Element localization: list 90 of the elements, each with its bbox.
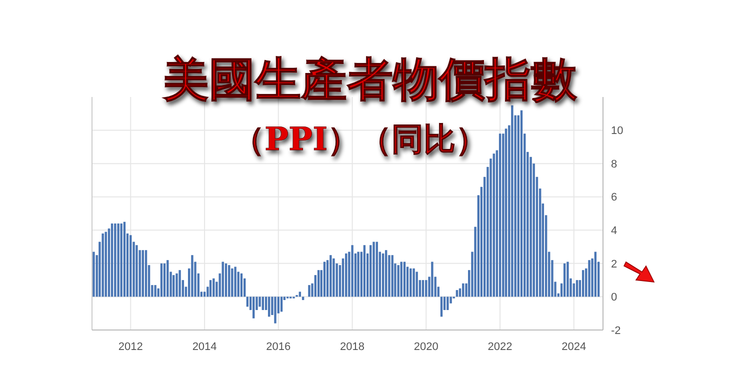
bar (520, 110, 523, 297)
bar (176, 273, 178, 297)
bar (345, 253, 348, 297)
bar (431, 262, 434, 297)
x-tick-label: 2018 (340, 341, 365, 353)
bar (209, 280, 212, 297)
x-tick-label: 2024 (562, 341, 586, 353)
bar (363, 245, 366, 297)
bar (357, 252, 360, 297)
bar (582, 270, 584, 297)
bar (566, 262, 569, 297)
bar (351, 245, 354, 297)
x-tick-label: 2014 (192, 341, 217, 353)
bar (440, 296, 443, 317)
y-tick-label: -2 (611, 324, 621, 337)
bar (372, 242, 375, 297)
bar (511, 105, 514, 297)
bar (144, 250, 148, 297)
text: （PPI）（同比） (232, 120, 488, 158)
bar (588, 260, 590, 297)
bar (231, 268, 234, 297)
x-tick-label: 2016 (266, 341, 291, 353)
bar (280, 296, 283, 312)
bar (412, 268, 415, 297)
bar (262, 296, 264, 310)
bar (252, 296, 255, 318)
bar (400, 262, 402, 297)
bar (114, 223, 116, 297)
bar (298, 292, 302, 297)
y-tick-label: 2 (611, 258, 618, 270)
x-tick-label: 2020 (414, 341, 438, 353)
bar (102, 233, 104, 297)
bar (425, 280, 428, 297)
bar (166, 260, 169, 297)
bar (330, 255, 332, 297)
y-tick-label: 10 (611, 125, 624, 138)
bar (498, 134, 502, 297)
bar (422, 280, 424, 297)
y-tick-label: 4 (611, 224, 618, 237)
bar (317, 270, 320, 297)
bar (104, 232, 107, 297)
bar (240, 273, 243, 297)
bar (110, 223, 114, 297)
bar (384, 250, 388, 297)
chart-title: 美國生產者物價指數 (162, 52, 578, 106)
bar (136, 245, 138, 297)
bar (332, 258, 335, 297)
bar (397, 265, 400, 297)
bar (274, 296, 276, 324)
bar (234, 266, 236, 297)
bar (154, 285, 156, 297)
bar (117, 223, 120, 297)
y-tick-label: 6 (611, 192, 618, 204)
bar (376, 242, 378, 297)
bar (308, 285, 310, 297)
y-tick-label: 8 (611, 158, 618, 170)
bar (224, 263, 228, 297)
x-tick-label: 2012 (118, 341, 143, 353)
bar (416, 272, 418, 297)
bar (504, 128, 508, 297)
bar (302, 296, 304, 300)
bar (142, 250, 144, 297)
bar (172, 275, 175, 297)
bar (391, 255, 394, 297)
bar (492, 154, 495, 297)
bar (382, 253, 384, 297)
bar (576, 280, 578, 297)
bar (323, 262, 326, 297)
bar (123, 222, 126, 297)
bar (563, 263, 566, 297)
bar (160, 263, 163, 297)
bar (92, 252, 95, 297)
bar (120, 223, 122, 297)
bar (410, 268, 412, 297)
bar (212, 278, 215, 297)
x-tick-label: 2022 (488, 341, 512, 353)
bar (191, 255, 194, 297)
bar (258, 296, 261, 307)
bar (228, 265, 230, 297)
bar (403, 262, 406, 297)
bar (222, 262, 224, 297)
bar (268, 296, 270, 317)
bar (370, 245, 372, 297)
bar (446, 296, 449, 310)
bar (246, 296, 249, 307)
bar (594, 252, 597, 297)
bar (163, 263, 166, 297)
bar (130, 235, 132, 297)
bar (178, 270, 181, 297)
y-tick-label: 0 (611, 292, 618, 304)
